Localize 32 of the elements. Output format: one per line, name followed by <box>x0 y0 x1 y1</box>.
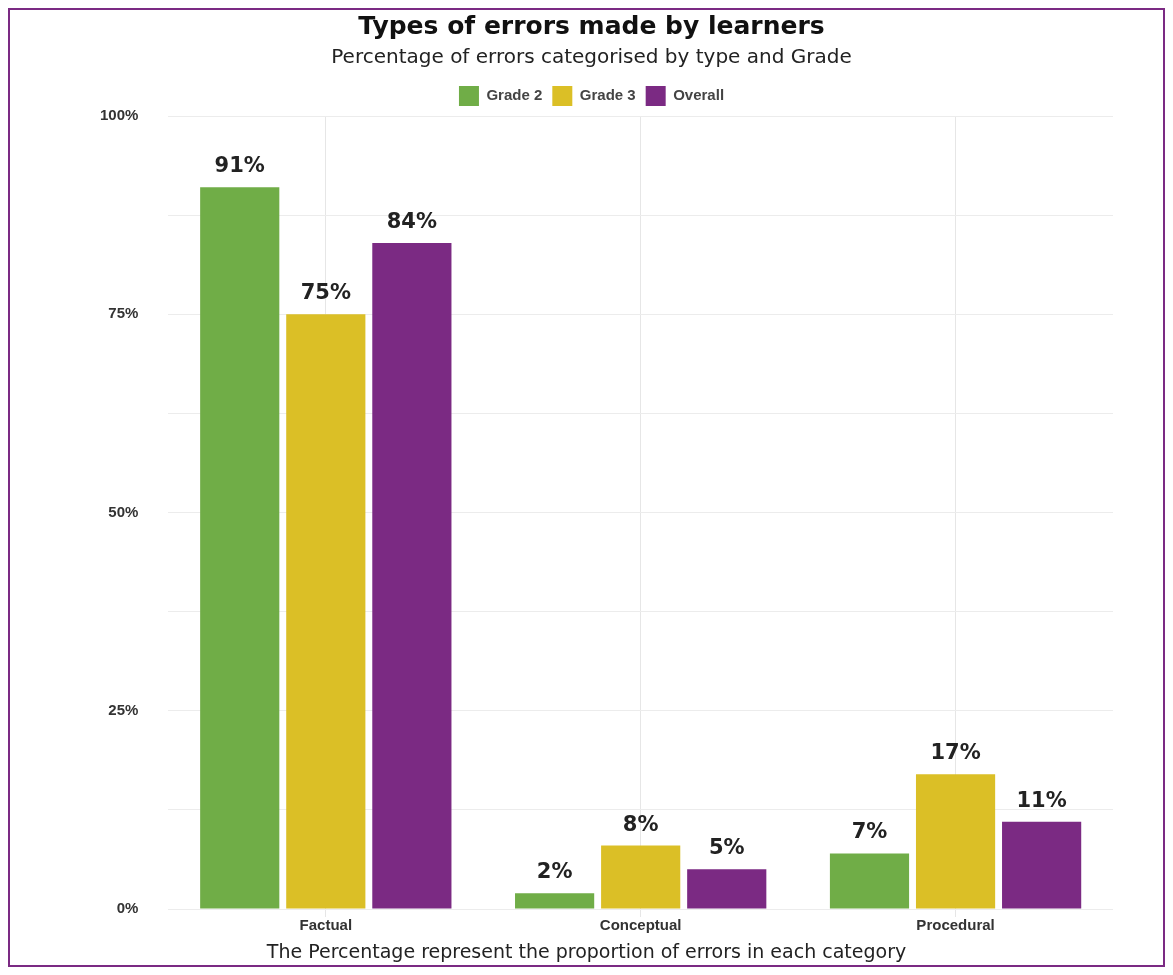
bar <box>1002 821 1082 909</box>
text: 8% <box>622 811 659 836</box>
text: 2% <box>536 859 573 884</box>
bar <box>515 893 595 909</box>
text: 75% <box>300 280 351 305</box>
text: 5% <box>708 835 745 860</box>
y-tick-label: 75% <box>108 304 139 322</box>
bar <box>286 314 366 909</box>
y-tick-label: 0% <box>116 899 139 917</box>
text: 11% <box>1016 787 1067 812</box>
legend-label: Grade 3 <box>579 86 636 104</box>
x-tick-label: Procedural <box>916 916 995 934</box>
text: 7% <box>851 819 888 844</box>
y-tick-label: 100% <box>99 106 139 124</box>
y-tick-label: 50% <box>108 502 139 520</box>
chart-title: Types of errors made by learners <box>358 10 825 40</box>
text: 84% <box>386 208 437 233</box>
x-tick-label: Conceptual <box>599 916 682 934</box>
legend-label: Grade 2 <box>486 86 543 104</box>
bar <box>829 853 910 909</box>
bar <box>687 869 767 909</box>
text: 91% <box>214 153 265 178</box>
chart-subtitle: Percentage of errors categorised by type and Grade <box>331 44 852 69</box>
text: 17% <box>930 740 981 765</box>
y-tick-label: 25% <box>108 700 139 718</box>
bar <box>372 242 452 909</box>
bar <box>915 774 996 909</box>
bar <box>200 187 280 909</box>
x-tick-label: Factual <box>299 916 353 934</box>
bar <box>601 845 681 909</box>
text: The Percentage represent the proportion of errors in each category <box>265 940 907 963</box>
legend-label: Overall <box>673 86 725 104</box>
